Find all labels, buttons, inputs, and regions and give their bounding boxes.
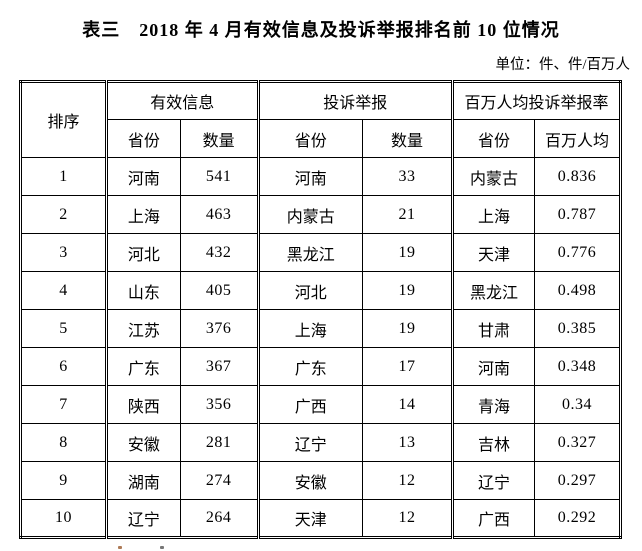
table-row: 2 上海 463 内蒙古 21 上海 0.787 xyxy=(20,195,622,234)
rate-province-cell: 青海 xyxy=(451,385,535,424)
rank-cell: 9 xyxy=(20,461,107,500)
valid-province-cell: 安徽 xyxy=(104,423,181,462)
complaint-count-cell: 21 xyxy=(361,195,454,234)
cutoff-text-artifact xyxy=(118,546,122,549)
table-row: 9 湖南 274 安徽 12 辽宁 0.297 xyxy=(20,461,622,500)
complaint-count-cell: 17 xyxy=(361,347,454,386)
unit-note: 单位：件、件/百万人 xyxy=(495,57,630,73)
rank-cell: 1 xyxy=(20,157,107,196)
subheader-valid-count: 数量 xyxy=(179,119,259,158)
valid-province-cell: 湖南 xyxy=(104,461,181,500)
rate-province-cell: 黑龙江 xyxy=(451,271,535,310)
group-header-complaints: 投诉举报 xyxy=(256,81,454,120)
header-sub-row: 省份 数量 省份 数量 省份 百万人均 xyxy=(21,119,622,158)
valid-province-cell: 上海 xyxy=(104,195,181,234)
header-group-row: 排序 有效信息 投诉举报 百万人均投诉举报率 xyxy=(20,81,621,158)
complaint-province-cell: 安徽 xyxy=(256,461,363,500)
valid-count-cell: 432 xyxy=(179,233,259,272)
rate-province-cell: 辽宁 xyxy=(451,461,535,500)
complaint-count-cell: 19 xyxy=(361,233,454,272)
complaint-count-cell: 33 xyxy=(361,157,454,196)
valid-province-cell: 广东 xyxy=(104,347,181,386)
rate-province-cell: 广西 xyxy=(451,499,535,538)
complaint-province-cell: 河北 xyxy=(256,271,363,310)
rate-value-cell: 0.34 xyxy=(533,385,622,424)
rate-value-cell: 0.297 xyxy=(533,461,622,500)
complaint-province-cell: 内蒙古 xyxy=(256,195,363,234)
complaint-count-cell: 14 xyxy=(361,385,454,424)
complaint-province-cell: 广西 xyxy=(256,385,363,424)
rate-province-cell: 河南 xyxy=(451,347,535,386)
table-row: 5 江苏 376 上海 19 甘肃 0.385 xyxy=(20,309,622,348)
complaint-province-cell: 辽宁 xyxy=(256,423,363,462)
rate-value-cell: 0.292 xyxy=(533,499,622,538)
rank-cell: 3 xyxy=(20,233,107,272)
valid-province-cell: 河北 xyxy=(104,233,181,272)
rank-cell: 10 xyxy=(20,499,107,538)
table-title: 表三 2018 年 4 月有效信息及投诉举报排名前 10 位情况 xyxy=(82,20,560,40)
table-row: 4 山东 405 河北 19 黑龙江 0.498 xyxy=(20,271,622,310)
rate-value-cell: 0.836 xyxy=(533,157,622,196)
subheader-rate-value: 百万人均 xyxy=(533,119,622,158)
rate-province-cell: 上海 xyxy=(451,195,535,234)
complaint-province-cell: 上海 xyxy=(256,309,363,348)
ranking-table: 排序 有效信息 投诉举报 百万人均投诉举报率 省份 数量 省份 数量 省份 百万… xyxy=(19,80,622,539)
valid-province-cell: 陕西 xyxy=(104,385,181,424)
group-header-valid-info: 有效信息 xyxy=(104,81,259,120)
rate-province-cell: 天津 xyxy=(451,233,535,272)
valid-province-cell: 河南 xyxy=(104,157,181,196)
complaint-count-cell: 19 xyxy=(361,271,454,310)
rank-cell: 7 xyxy=(20,385,107,424)
valid-province-cell: 山东 xyxy=(104,271,181,310)
rate-value-cell: 0.385 xyxy=(533,309,622,348)
rank-header-cell: 排序 xyxy=(20,81,107,158)
valid-count-cell: 463 xyxy=(179,195,259,234)
complaint-province-cell: 黑龙江 xyxy=(256,233,363,272)
valid-count-cell: 367 xyxy=(179,347,259,386)
subheader-rate-province: 省份 xyxy=(451,119,535,158)
table-row: 8 安徽 281 辽宁 13 吉林 0.327 xyxy=(20,423,622,462)
rate-value-cell: 0.327 xyxy=(533,423,622,462)
valid-province-cell: 江苏 xyxy=(104,309,181,348)
group-header-rate: 百万人均投诉举报率 xyxy=(451,81,621,120)
complaint-count-cell: 13 xyxy=(361,423,454,462)
valid-count-cell: 376 xyxy=(179,309,259,348)
complaint-province-cell: 天津 xyxy=(256,499,363,538)
table-row: 6 广东 367 广东 17 河南 0.348 xyxy=(20,347,622,386)
rate-value-cell: 0.498 xyxy=(533,271,622,310)
table-row: 7 陕西 356 广西 14 青海 0.34 xyxy=(20,385,622,424)
valid-count-cell: 356 xyxy=(179,385,259,424)
table-row: 10 辽宁 264 天津 12 广西 0.292 xyxy=(20,499,622,538)
rank-cell: 5 xyxy=(20,309,107,348)
rate-value-cell: 0.787 xyxy=(533,195,622,234)
rate-province-cell: 内蒙古 xyxy=(451,157,535,196)
rate-province-cell: 甘肃 xyxy=(451,309,535,348)
valid-province-cell: 辽宁 xyxy=(104,499,181,538)
complaint-count-cell: 12 xyxy=(361,461,454,500)
valid-count-cell: 274 xyxy=(179,461,259,500)
rate-province-cell: 吉林 xyxy=(451,423,535,462)
complaint-count-cell: 19 xyxy=(361,309,454,348)
complaint-count-cell: 12 xyxy=(361,499,454,538)
subheader-complaint-count: 数量 xyxy=(361,119,454,158)
valid-count-cell: 541 xyxy=(179,157,259,196)
rank-cell: 6 xyxy=(20,347,107,386)
complaint-province-cell: 河南 xyxy=(256,157,363,196)
rate-value-cell: 0.348 xyxy=(533,347,622,386)
rank-cell: 4 xyxy=(20,271,107,310)
valid-count-cell: 405 xyxy=(179,271,259,310)
rate-value-cell: 0.776 xyxy=(533,233,622,272)
subheader-complaint-province: 省份 xyxy=(256,119,363,158)
complaint-province-cell: 广东 xyxy=(256,347,363,386)
rank-cell: 2 xyxy=(20,195,107,234)
cutoff-text-artifact xyxy=(160,546,164,549)
table-row: 1 河南 541 河南 33 内蒙古 0.836 xyxy=(20,157,622,196)
subheader-valid-province: 省份 xyxy=(104,119,181,158)
table-row: 3 河北 432 黑龙江 19 天津 0.776 xyxy=(20,233,622,272)
valid-count-cell: 264 xyxy=(179,499,259,538)
valid-count-cell: 281 xyxy=(179,423,259,462)
rank-cell: 8 xyxy=(20,423,107,462)
